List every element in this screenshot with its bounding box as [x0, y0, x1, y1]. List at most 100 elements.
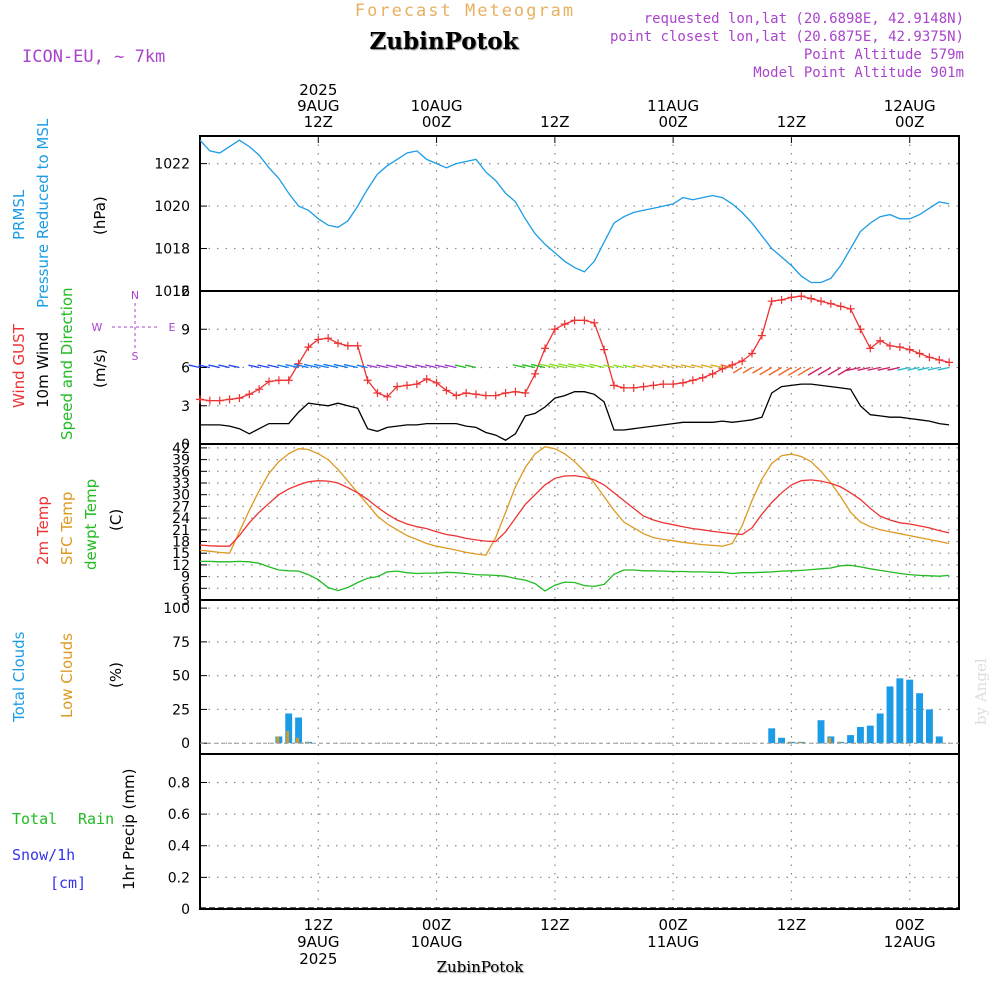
compass-n: N — [131, 289, 139, 302]
gust-marker — [225, 395, 234, 404]
gust-marker — [777, 295, 786, 304]
gust-marker — [403, 381, 411, 390]
wind-direction-arrow — [522, 363, 536, 369]
wind-direction-arrow — [887, 366, 901, 371]
pressure-line — [199, 139, 950, 284]
wind-direction-arrow — [937, 366, 950, 371]
credit: by Angel — [972, 658, 990, 725]
top-tick-label: 00Z — [422, 113, 451, 131]
pressure-ytick-label: 1018 — [154, 242, 190, 258]
precip-ytick-label: 0.8 — [168, 775, 190, 791]
temp-ytick-label: 42 — [172, 441, 190, 457]
cm-label: [cm] — [50, 874, 86, 892]
wind-direction-arrow — [356, 364, 368, 369]
temp-unit: (C) — [107, 509, 125, 531]
temp-ytick-label: 27 — [172, 499, 190, 515]
wind-direction-arrow — [877, 366, 891, 371]
wind-direction-arrow — [548, 363, 565, 369]
wind-direction-arrow — [415, 364, 427, 369]
wind-direction-arrow — [732, 366, 743, 374]
precip-frame — [199, 753, 960, 910]
total-cloud-bar — [817, 720, 825, 744]
low-cloud-bar — [296, 737, 299, 744]
low-cloud-bar — [838, 741, 842, 744]
wind-direction-arrow — [464, 364, 477, 369]
wind-direction-arrow — [530, 363, 546, 369]
dewpt-label: dewpt Temp — [82, 479, 100, 570]
clouds-ytick-label: 100 — [163, 601, 190, 617]
wind-ytick-label: 9 — [181, 322, 190, 338]
footer-location: ZubinPotok — [437, 958, 525, 976]
precip-unit: 1hr Precip (mm) — [120, 769, 138, 890]
wind-direction-arrow — [366, 364, 378, 369]
gust-marker — [748, 349, 756, 358]
wind-direction-arrow — [558, 363, 575, 369]
wind-direction-arrow — [846, 366, 861, 372]
wind-direction-arrow — [343, 363, 358, 369]
wind-direction-arrow — [700, 364, 713, 369]
temp-2m-line — [199, 474, 950, 547]
wind-direction-arrow — [444, 364, 457, 369]
wind-direction-arrow — [917, 366, 930, 371]
gust-marker — [550, 325, 559, 334]
total-label: Total — [12, 810, 57, 828]
gust-marker — [807, 294, 816, 303]
wind-direction-arrow — [867, 366, 881, 371]
wind-direction-arrow — [603, 364, 615, 369]
gust-marker — [314, 335, 323, 344]
wind-panel: 0 3 6 9 12 — [172, 284, 960, 453]
wind-direction-arrow — [787, 366, 802, 376]
wind-direction-arrow — [395, 364, 408, 369]
bottom-tick-label: 10AUG — [411, 933, 463, 951]
top-tick-label: 12Z — [304, 113, 333, 131]
temp-frame — [199, 443, 960, 601]
gust-marker — [590, 318, 599, 327]
bottom-tick-label: 12Z — [540, 916, 569, 934]
gust-marker — [393, 382, 402, 391]
gust-marker — [876, 336, 885, 345]
top-tick-label: 12Z — [777, 113, 806, 131]
temp-ytick-label: 36 — [172, 464, 190, 480]
wind-direction-arrow — [642, 364, 654, 369]
gust-marker — [521, 389, 530, 397]
temp-ytick-label: 18 — [172, 535, 190, 551]
pressure-panel: 1016 1018 1020 1022 — [154, 135, 960, 300]
gust-marker — [442, 386, 451, 395]
wind-direction-arrow — [578, 363, 595, 369]
total-cloud-bar — [295, 717, 303, 744]
gust-marker — [245, 390, 254, 399]
direction-label: Speed and Direction — [58, 287, 76, 440]
gust-marker — [353, 341, 362, 350]
compass-s: S — [132, 350, 139, 363]
wind-direction-arrow — [589, 363, 605, 369]
wind-direction-arrow — [208, 364, 220, 369]
rain-label: Rain — [78, 810, 114, 828]
wind-direction-arrow — [768, 366, 782, 376]
total-cloud-bar — [856, 726, 864, 744]
gust-marker — [886, 341, 894, 350]
gust-marker — [649, 381, 658, 390]
clouds-ytick-label: 0 — [181, 736, 190, 752]
temp-ytick-label: 24 — [172, 511, 190, 527]
gust-marker — [481, 391, 490, 400]
gust-marker — [422, 374, 431, 383]
low-cloud-bar — [798, 741, 802, 744]
pressure-ytick-label: 1020 — [154, 199, 190, 215]
total-cloud-bar — [886, 686, 894, 744]
gust-marker — [669, 380, 678, 389]
wind-direction-arrow — [622, 364, 634, 369]
bottom-tick-label: 12Z — [304, 916, 333, 934]
wind-direction-arrow — [907, 366, 920, 371]
wind-direction-arrow — [267, 364, 280, 369]
total-cloud-bar — [876, 713, 884, 744]
total-cloud-bar — [778, 737, 786, 744]
top-tick-label: 00Z — [658, 113, 687, 131]
bottom-tick-label: 2025 — [299, 950, 337, 968]
total-cloud-bar — [768, 728, 776, 744]
total-cloud-bar — [906, 679, 914, 744]
pressure-unit: (hPa) — [91, 196, 109, 235]
temp-ytick-label: 9 — [181, 570, 190, 586]
gust-marker — [925, 353, 934, 362]
